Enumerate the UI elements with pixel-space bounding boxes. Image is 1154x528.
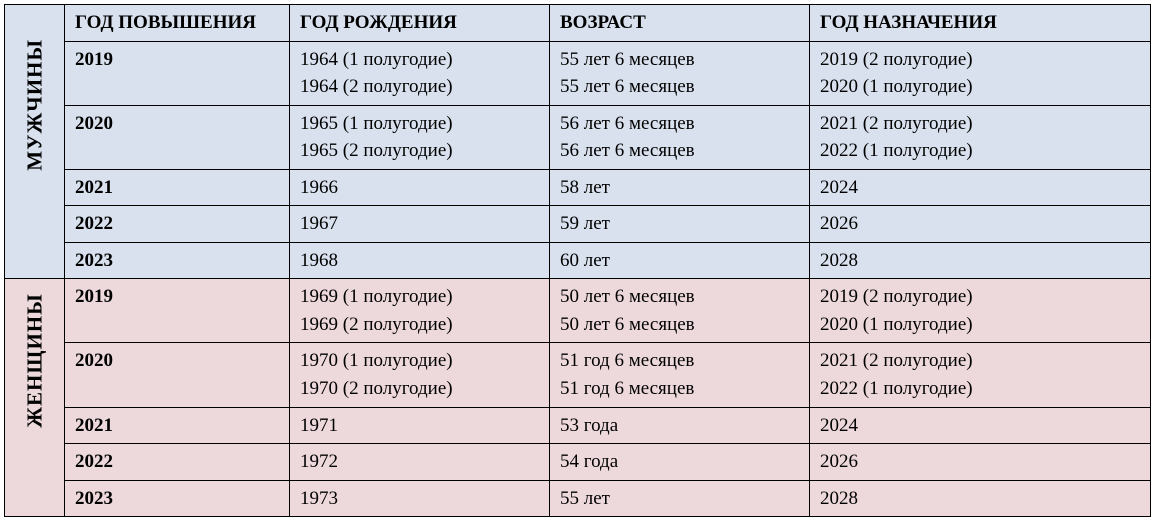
cell-increase-year: 2020 (65, 343, 290, 407)
cell-assign-year: 2026 (810, 444, 1151, 481)
pension-age-table: МУЖЧИНЫГОД ПОВЫШЕНИЯГОД РОЖДЕНИЯВОЗРАСТГ… (4, 4, 1151, 517)
cell-age: 55 лет 6 месяцев55 лет 6 месяцев (550, 41, 810, 105)
table-row: 2023197355 лет2028 (5, 480, 1151, 517)
table-row: 2021196658 лет2024 (5, 169, 1151, 206)
cell-increase-year: 2019 (65, 41, 290, 105)
cell-age: 51 год 6 месяцев51 год 6 месяцев (550, 343, 810, 407)
cell-assign-year: 2019 (2 полугодие)2020 (1 полугодие) (810, 279, 1151, 343)
header-age: ВОЗРАСТ (550, 5, 810, 42)
cell-age: 58 лет (550, 169, 810, 206)
cell-age: 60 лет (550, 242, 810, 279)
cell-birth-year: 1973 (290, 480, 550, 517)
cell-birth-year: 1965 (1 полугодие)1965 (2 полугодие) (290, 105, 550, 169)
cell-increase-year: 2022 (65, 444, 290, 481)
table-row: 2023196860 лет2028 (5, 242, 1151, 279)
cell-birth-year: 1968 (290, 242, 550, 279)
cell-assign-year: 2028 (810, 480, 1151, 517)
cell-increase-year: 2021 (65, 407, 290, 444)
cell-assign-year: 2028 (810, 242, 1151, 279)
cell-birth-year: 1971 (290, 407, 550, 444)
cell-increase-year: 2021 (65, 169, 290, 206)
table-row: 2022196759 лет2026 (5, 206, 1151, 243)
header-assign-year: ГОД НАЗНАЧЕНИЯ (810, 5, 1151, 42)
table-row: 20201965 (1 полугодие)1965 (2 полугодие)… (5, 105, 1151, 169)
cell-assign-year: 2024 (810, 169, 1151, 206)
table-row: 20191964 (1 полугодие)1964 (2 полугодие)… (5, 41, 1151, 105)
cell-birth-year: 1972 (290, 444, 550, 481)
cell-age: 59 лет (550, 206, 810, 243)
header-increase-year: ГОД ПОВЫШЕНИЯ (65, 5, 290, 42)
cell-age: 53 года (550, 407, 810, 444)
header-birth-year: ГОД РОЖДЕНИЯ (290, 5, 550, 42)
cell-age: 54 года (550, 444, 810, 481)
table-row: 20201970 (1 полугодие)1970 (2 полугодие)… (5, 343, 1151, 407)
cell-age: 50 лет 6 месяцев50 лет 6 месяцев (550, 279, 810, 343)
cell-age: 56 лет 6 месяцев56 лет 6 месяцев (550, 105, 810, 169)
cell-age: 55 лет (550, 480, 810, 517)
cell-assign-year: 2026 (810, 206, 1151, 243)
table-row: 2022197254 года2026 (5, 444, 1151, 481)
cell-assign-year: 2021 (2 полугодие)2022 (1 полугодие) (810, 105, 1151, 169)
cell-increase-year: 2022 (65, 206, 290, 243)
cell-birth-year: 1966 (290, 169, 550, 206)
cell-increase-year: 2023 (65, 480, 290, 517)
cell-birth-year: 1964 (1 полугодие)1964 (2 полугодие) (290, 41, 550, 105)
cell-increase-year: 2019 (65, 279, 290, 343)
group-label-women: ЖЕНЩИНЫ (5, 279, 65, 517)
cell-assign-year: 2024 (810, 407, 1151, 444)
cell-birth-year: 1970 (1 полугодие)1970 (2 полугодие) (290, 343, 550, 407)
cell-assign-year: 2019 (2 полугодие)2020 (1 полугодие) (810, 41, 1151, 105)
group-label-men: МУЖЧИНЫ (5, 5, 65, 279)
table-row: ЖЕНЩИНЫ20191969 (1 полугодие)1969 (2 пол… (5, 279, 1151, 343)
cell-increase-year: 2023 (65, 242, 290, 279)
cell-increase-year: 2020 (65, 105, 290, 169)
cell-birth-year: 1969 (1 полугодие)1969 (2 полугодие) (290, 279, 550, 343)
cell-assign-year: 2021 (2 полугодие)2022 (1 полугодие) (810, 343, 1151, 407)
cell-birth-year: 1967 (290, 206, 550, 243)
table-row: 2021197153 года2024 (5, 407, 1151, 444)
